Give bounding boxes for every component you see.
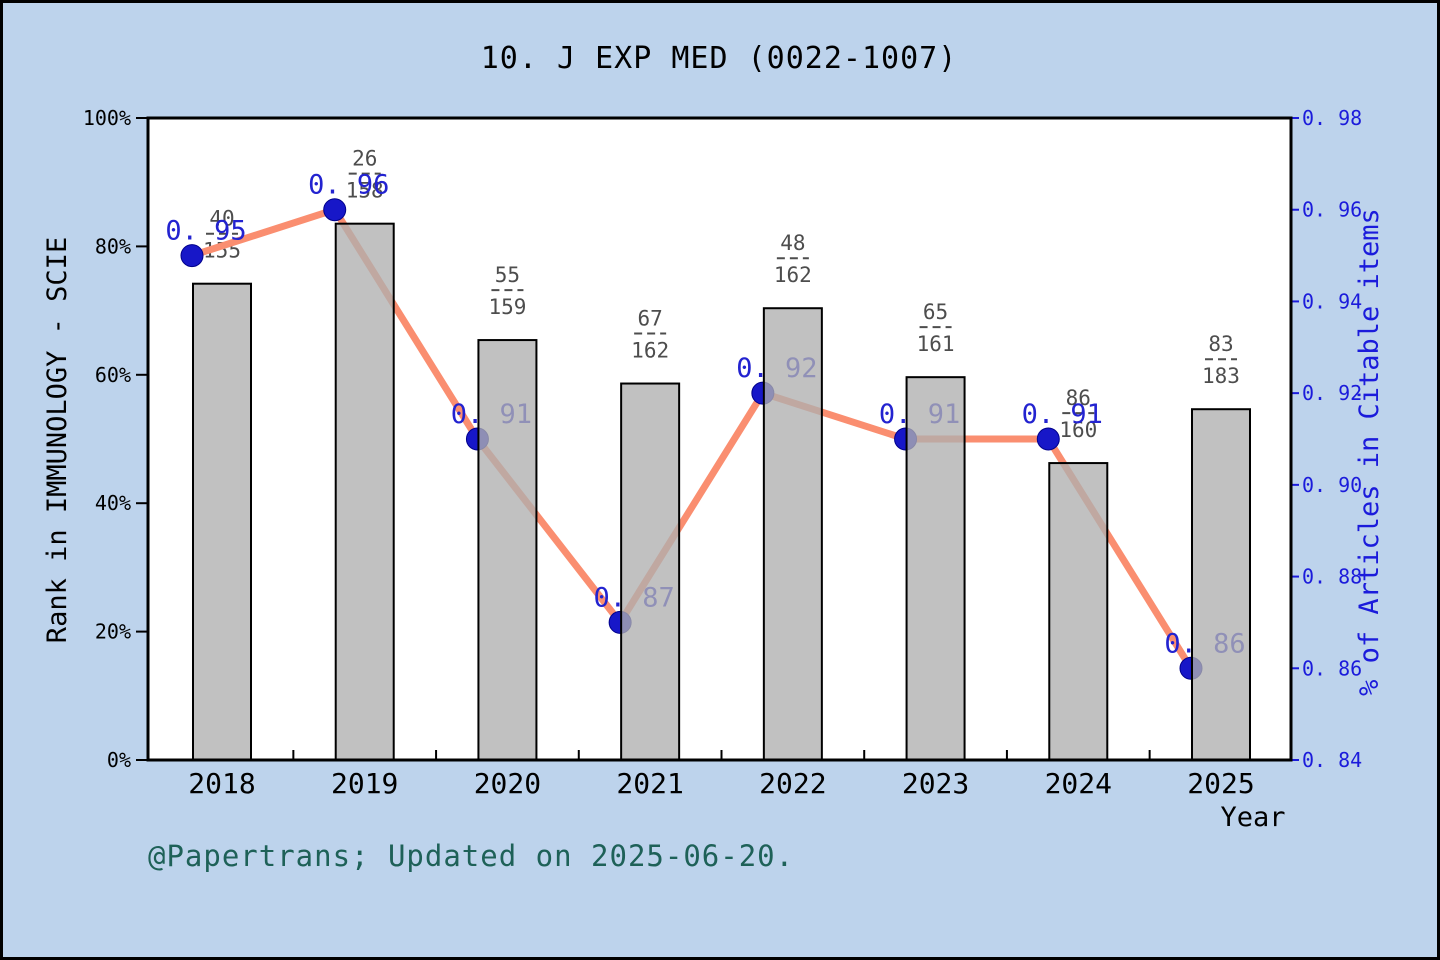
fraction-denominator: 183	[1202, 364, 1240, 388]
fraction-denominator: 159	[488, 295, 526, 319]
x-tick-label: 2020	[474, 767, 541, 800]
rank-bar-2020	[477, 339, 538, 761]
fraction-numerator: 48	[780, 231, 805, 255]
x-tick-label: 2023	[902, 767, 969, 800]
left-tick-label: 0%	[107, 748, 131, 772]
right-tick-label: 0. 98	[1302, 106, 1362, 130]
fraction-denominator: 161	[917, 332, 955, 356]
right-tick-label: 0. 94	[1302, 289, 1362, 313]
data-point-marker	[323, 198, 347, 222]
left-tick-label: 40%	[95, 491, 131, 515]
x-tick-label: 2025	[1187, 767, 1254, 800]
fraction-denominator: 162	[631, 339, 669, 363]
fraction-numerator: 86	[1066, 386, 1091, 410]
fraction-denominator: 158	[346, 179, 384, 203]
x-tick-label: 2022	[759, 767, 826, 800]
data-point-marker	[1036, 427, 1060, 451]
right-axis-label: % of Articles in Citable items	[1354, 208, 1385, 696]
x-tick-label: 2019	[331, 767, 398, 800]
x-tick-label: 2021	[616, 767, 683, 800]
right-tick-label: 0. 90	[1302, 473, 1362, 497]
value-label: 0. 95	[165, 216, 246, 247]
fraction-numerator: 65	[923, 300, 948, 324]
value-label: 0. 91	[1022, 399, 1103, 430]
rank-bar-2024	[1048, 462, 1109, 761]
left-tick-label: 100%	[83, 106, 131, 130]
fraction-numerator: 40	[209, 207, 234, 231]
rank-bar-2022	[762, 307, 823, 761]
left-tick-label: 20%	[95, 620, 131, 644]
data-point-marker	[180, 244, 204, 268]
rank-bar-2021	[620, 382, 681, 761]
right-tick-label: 0. 92	[1302, 381, 1362, 405]
caption-text: @Papertrans; Updated on 2025-06-20.	[148, 839, 794, 873]
left-axis-label: Rank in IMMUNOLOGY - SCIE	[42, 237, 73, 643]
right-tick-label: 0. 86	[1302, 656, 1362, 680]
left-tick-label: 60%	[95, 363, 131, 387]
x-tick-label: 2024	[1045, 767, 1112, 800]
rank-bar-2018	[192, 282, 252, 761]
x-tick-label: 2018	[188, 767, 255, 800]
rank-bar-2023	[905, 376, 966, 761]
right-tick-label: 0. 88	[1302, 565, 1362, 589]
chart-title: 10. J EXP MED (0022-1007)	[481, 41, 958, 76]
fraction-numerator: 83	[1208, 332, 1233, 356]
plot-frame	[146, 116, 1293, 762]
fraction-numerator: 26	[352, 147, 377, 171]
right-tick-label: 0. 84	[1302, 748, 1362, 772]
rank-bar-2019	[334, 222, 395, 761]
fraction-numerator: 67	[637, 307, 662, 331]
left-tick-label: 80%	[95, 234, 131, 258]
rank-bar-2025	[1190, 408, 1251, 761]
fraction-denominator: 160	[1059, 418, 1097, 442]
value-label: 0. 96	[308, 170, 389, 201]
fraction-denominator: 162	[774, 263, 812, 287]
right-tick-label: 0. 96	[1302, 198, 1362, 222]
fraction-numerator: 55	[495, 263, 520, 287]
x-axis-label: Year	[1220, 802, 1285, 833]
